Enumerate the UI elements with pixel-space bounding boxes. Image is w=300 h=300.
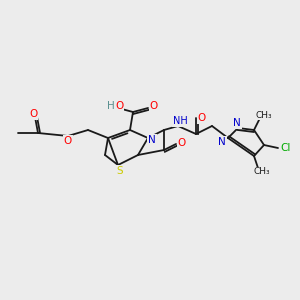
Text: N: N: [148, 135, 156, 145]
Text: O: O: [198, 113, 206, 123]
Text: CH₃: CH₃: [256, 110, 272, 119]
Text: Cl: Cl: [281, 143, 291, 153]
Text: H: H: [107, 101, 115, 111]
Text: S: S: [117, 166, 123, 176]
Text: O: O: [29, 109, 37, 119]
Text: O: O: [64, 136, 72, 146]
Text: NH: NH: [172, 116, 188, 126]
Text: O: O: [150, 101, 158, 111]
Text: O: O: [115, 101, 123, 111]
Text: N: N: [218, 137, 226, 147]
Text: CH₃: CH₃: [254, 167, 270, 176]
Text: N: N: [233, 118, 241, 128]
Text: O: O: [178, 138, 186, 148]
